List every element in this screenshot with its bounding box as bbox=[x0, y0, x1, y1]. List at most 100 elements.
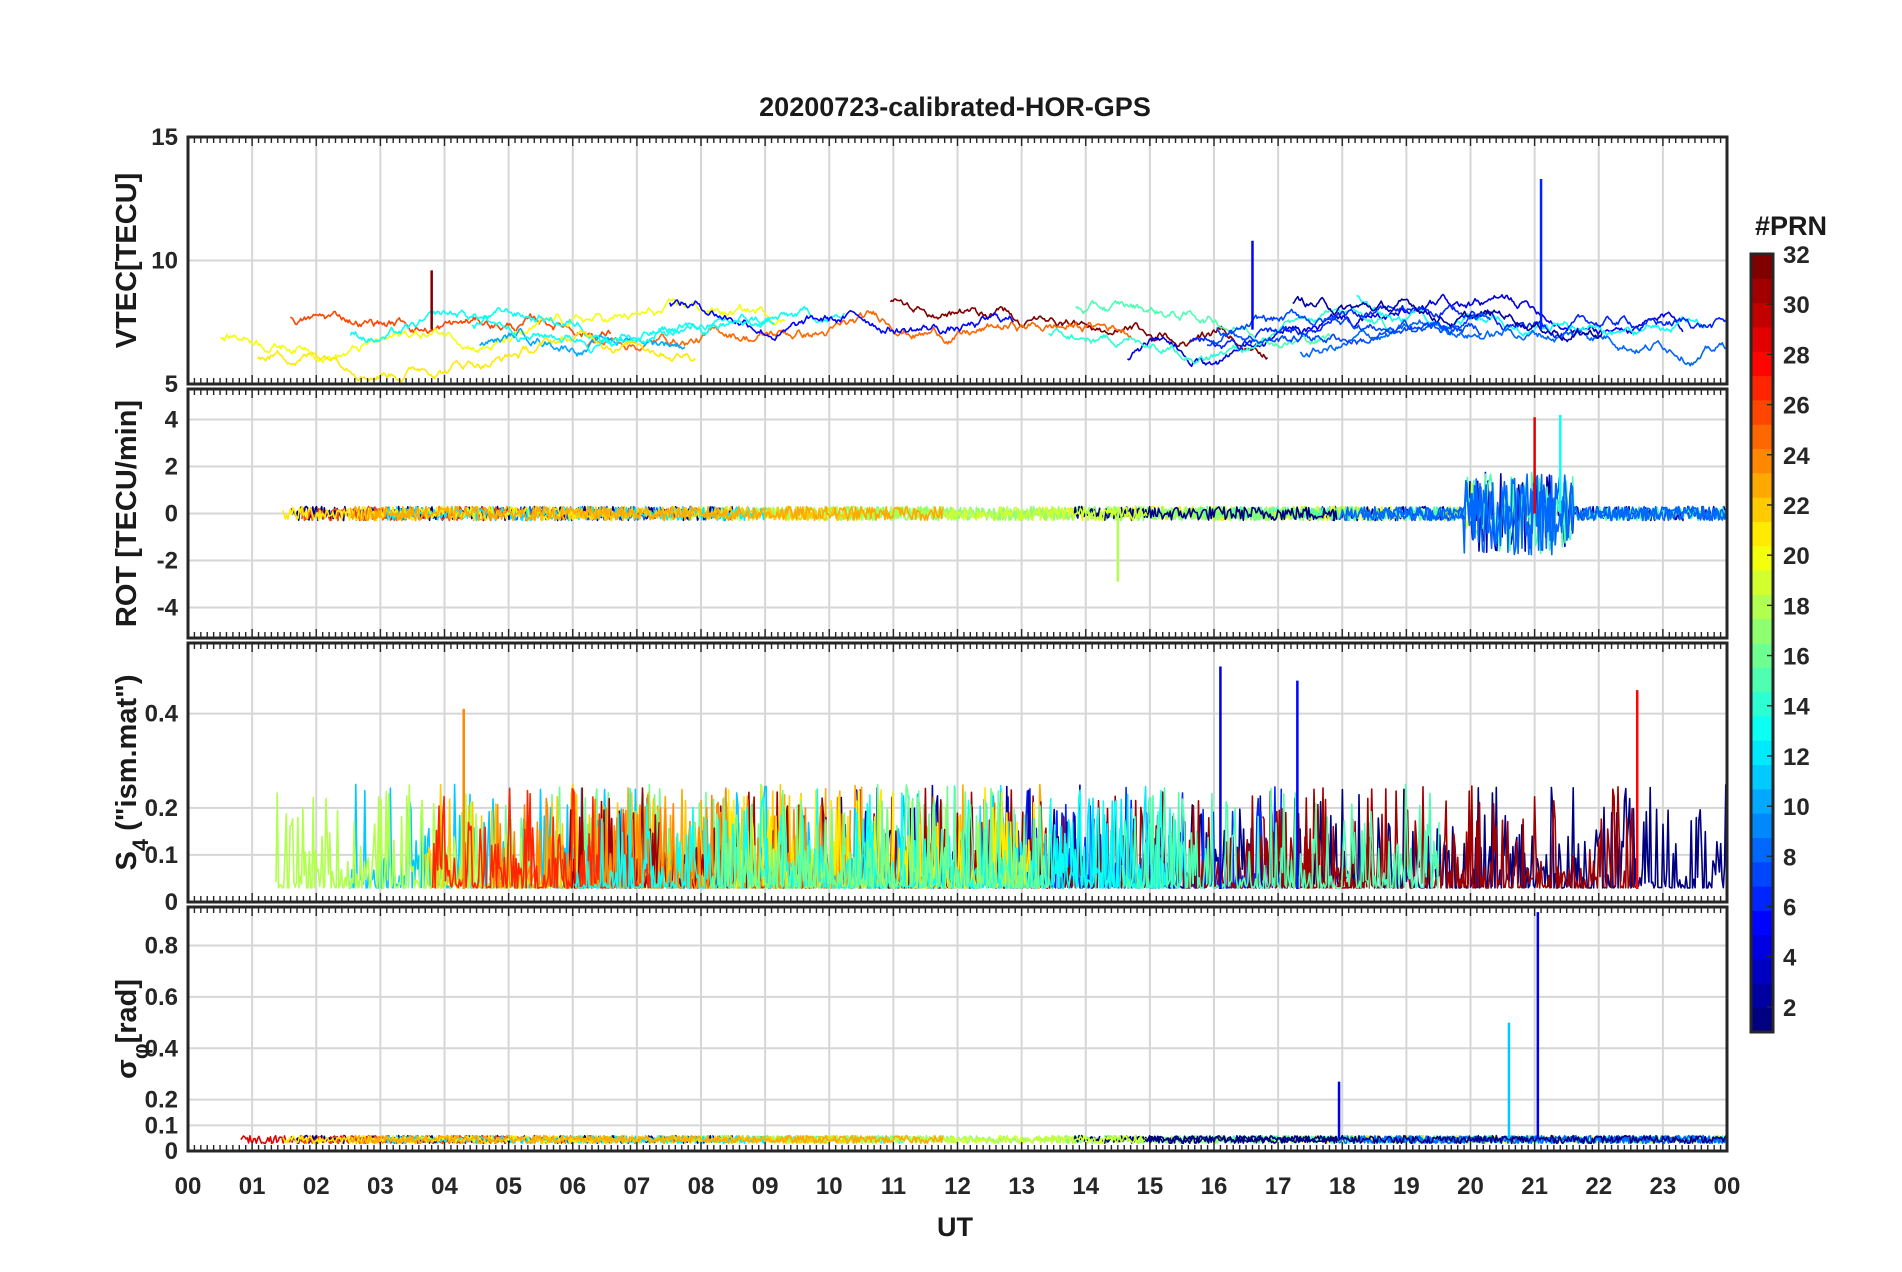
x-tick-label: 03 bbox=[367, 1173, 394, 1200]
prn-trace bbox=[1189, 303, 1727, 351]
colorbar-segment bbox=[1751, 254, 1773, 279]
y-tick-label: 10 bbox=[151, 248, 178, 275]
colorbar-tick-label: 6 bbox=[1783, 895, 1796, 922]
prn-trace bbox=[856, 787, 1381, 889]
x-minor-ticks bbox=[187, 643, 1728, 902]
y-tick-label: 0.1 bbox=[145, 1112, 178, 1139]
y-tick-label: 0.2 bbox=[145, 795, 178, 822]
x-tick-label: 12 bbox=[944, 1173, 971, 1200]
colorbar-segment bbox=[1751, 472, 1773, 498]
colorbar-tick-label: 12 bbox=[1783, 744, 1810, 771]
colorbar-tick-label: 8 bbox=[1783, 844, 1796, 871]
x-tick-label: 08 bbox=[688, 1173, 715, 1200]
colorbar-segment bbox=[1751, 983, 1773, 1009]
y-tick-label: 0 bbox=[165, 1138, 178, 1165]
prn-traces bbox=[282, 414, 1728, 582]
y-label-main: σ bbox=[111, 1059, 143, 1079]
panel-3: 00.10.20.4S4 ("ism.mat") bbox=[111, 641, 1729, 916]
prn-trace bbox=[1121, 783, 1440, 889]
colorbar-tick-label: 32 bbox=[1783, 242, 1810, 269]
y-tick-label: -2 bbox=[157, 547, 178, 574]
x-tick-label: 01 bbox=[239, 1173, 266, 1200]
colorbar-segment bbox=[1751, 545, 1773, 571]
colorbar-tick-label: 24 bbox=[1783, 443, 1810, 470]
colorbar-segment bbox=[1751, 861, 1773, 887]
colorbar-segment bbox=[1751, 788, 1773, 814]
colorbar-segment bbox=[1751, 764, 1773, 790]
colorbar-segment bbox=[1751, 302, 1773, 328]
prn-trace bbox=[1048, 306, 1392, 365]
x-minor-ticks bbox=[187, 907, 1728, 1151]
y-axis-label: ROT [TECU/min] bbox=[111, 400, 143, 627]
colorbar-segment bbox=[1751, 326, 1773, 352]
x-tick-label: 13 bbox=[1008, 1173, 1035, 1200]
y-label-rest: [rad] bbox=[111, 979, 143, 1043]
y-tick-label: 0.6 bbox=[145, 984, 178, 1011]
colorbar-tick-label: 14 bbox=[1783, 694, 1810, 721]
colorbar-segment bbox=[1751, 934, 1773, 960]
x-tick-label: 15 bbox=[1137, 1173, 1164, 1200]
x-tick-label: 00 bbox=[175, 1173, 202, 1200]
y-tick-label: -4 bbox=[157, 594, 179, 621]
colorbar-segment bbox=[1751, 618, 1773, 644]
y-tick-label: 15 bbox=[151, 124, 178, 151]
x-axis-label: UT bbox=[937, 1212, 973, 1242]
prn-trace bbox=[709, 784, 1051, 889]
y-tick-label: 0 bbox=[165, 501, 178, 528]
colorbar-tick-label: 4 bbox=[1783, 945, 1797, 972]
y-axis-label: VTEC[TECU] bbox=[111, 173, 143, 349]
prn-trace bbox=[668, 299, 1015, 342]
prn-trace bbox=[349, 505, 944, 522]
colorbar-segment bbox=[1751, 740, 1773, 766]
chart-title: 20200723-calibrated-HOR-GPS bbox=[759, 92, 1151, 122]
prn-trace bbox=[1292, 295, 1603, 343]
prn-trace bbox=[471, 316, 775, 354]
colorbar-tick-label: 2 bbox=[1783, 995, 1796, 1022]
y-tick-label: 0.1 bbox=[145, 842, 178, 869]
colorbar-segment bbox=[1751, 813, 1773, 838]
panel-2: -4 -2 0 2 4 ROT [TECU/min] bbox=[111, 387, 1729, 640]
colorbar-segment bbox=[1751, 886, 1773, 911]
y-tick-label: 2 bbox=[165, 454, 178, 481]
x-tick-label: 11 bbox=[881, 1173, 906, 1200]
x-tick-label: 16 bbox=[1201, 1173, 1228, 1200]
colorbar-tick-label: 10 bbox=[1783, 794, 1810, 821]
prn-trace bbox=[1299, 319, 1727, 367]
colorbar-segment bbox=[1751, 278, 1773, 304]
y-tick-label: 0.4 bbox=[145, 701, 179, 728]
colorbar-tick-label: 18 bbox=[1783, 593, 1810, 620]
colorbar-tick-label: 26 bbox=[1783, 393, 1810, 420]
colorbar-segment bbox=[1751, 715, 1773, 741]
x-tick-label: 19 bbox=[1393, 1173, 1420, 1200]
prn-trace bbox=[349, 1134, 944, 1145]
colorbar-segment bbox=[1751, 399, 1773, 425]
x-tick-label: 10 bbox=[816, 1173, 843, 1200]
colorbar-segment bbox=[1751, 375, 1773, 401]
x-minor-ticks bbox=[187, 389, 1728, 638]
x-tick-label: 21 bbox=[1521, 1173, 1548, 1200]
y-tick-label: 0.2 bbox=[145, 1087, 178, 1114]
colorbar-segment bbox=[1751, 594, 1773, 620]
y-label-main: S bbox=[111, 851, 143, 870]
prn-traces bbox=[219, 178, 1727, 383]
x-tick-label: 00 bbox=[1714, 1173, 1741, 1200]
x-tick-label: 06 bbox=[559, 1173, 586, 1200]
x-tick-label: 23 bbox=[1650, 1173, 1677, 1200]
x-tick-labels: 00 01 02 03 04 05 06 07 08 09 10 11 12 13 14 15 16 17 18 19… bbox=[175, 1173, 1741, 1200]
prn-trace bbox=[1356, 295, 1706, 337]
x-tick-label: 02 bbox=[303, 1173, 330, 1200]
y-tick-label: 5 bbox=[165, 371, 178, 398]
colorbar-tick-label: 20 bbox=[1783, 543, 1810, 570]
prn-traces bbox=[275, 666, 1727, 890]
y-tick-label: 0.4 bbox=[145, 1035, 179, 1062]
prn-trace bbox=[1177, 482, 1475, 529]
panel-1: 5 10 15 VTEC[TECU] bbox=[111, 124, 1729, 398]
prn-trace bbox=[1127, 293, 1684, 368]
y-tick-label: 4 bbox=[165, 407, 179, 434]
colorbar-title: #PRN bbox=[1755, 211, 1827, 241]
prn-trace bbox=[944, 1134, 1148, 1144]
x-minor-ticks bbox=[187, 137, 1728, 384]
x-tick-label: 14 bbox=[1072, 1173, 1099, 1200]
